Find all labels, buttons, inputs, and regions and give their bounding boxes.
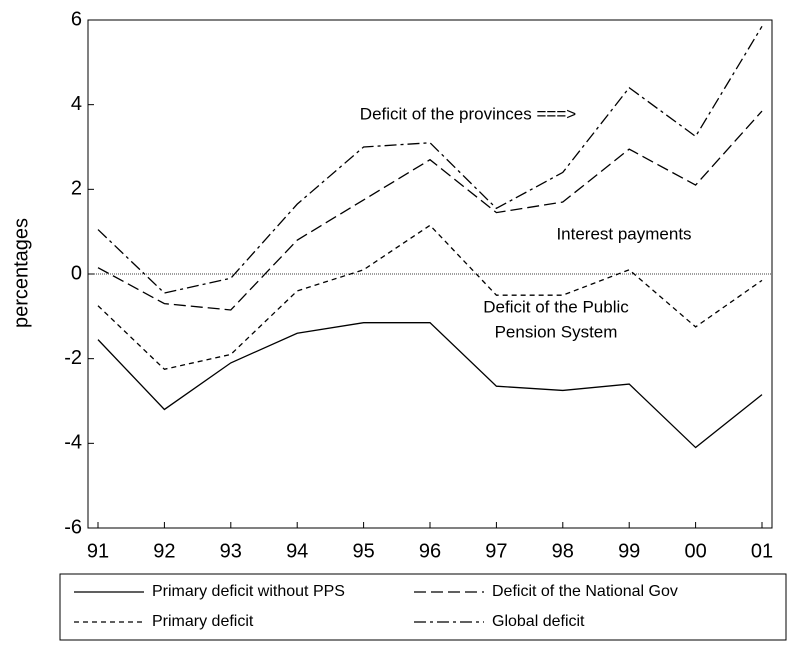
annotation: Pension System xyxy=(495,322,618,341)
x-tick-label: 92 xyxy=(153,540,175,562)
y-tick-label: 6 xyxy=(71,8,82,30)
series-line xyxy=(97,26,763,294)
annotation: Interest payments xyxy=(556,224,691,243)
legend-label: Primary deficit without PPS xyxy=(152,583,345,600)
x-tick-label: 98 xyxy=(552,540,574,562)
x-tick-label: 00 xyxy=(684,540,706,562)
y-axis-label: percentages xyxy=(10,218,32,328)
x-tick-label: 94 xyxy=(286,540,308,562)
x-tick-label: 93 xyxy=(220,540,242,562)
y-tick-label: 0 xyxy=(71,262,82,284)
y-tick-label: 4 xyxy=(71,93,82,115)
x-tick-label: 96 xyxy=(419,540,441,562)
legend-box xyxy=(59,573,787,641)
legend-label: Global deficit xyxy=(492,613,585,630)
annotation: Deficit of the provinces ===> xyxy=(360,104,576,123)
series-line xyxy=(97,322,763,449)
y-tick-label: -6 xyxy=(64,516,82,538)
y-tick-label: -4 xyxy=(64,432,82,454)
legend-label: Deficit of the National Gov xyxy=(492,583,678,600)
x-tick-label: 01 xyxy=(751,540,773,562)
annotation: Deficit of the Public xyxy=(483,297,629,316)
x-tick-label: 91 xyxy=(87,540,109,562)
series-line xyxy=(97,224,763,370)
y-tick-label: 2 xyxy=(71,178,82,200)
x-tick-label: 97 xyxy=(485,540,507,562)
x-tick-label: 99 xyxy=(618,540,640,562)
legend-label: Primary deficit xyxy=(152,613,254,630)
series-line xyxy=(97,110,763,311)
y-tick-label: -2 xyxy=(64,347,82,369)
x-tick-label: 95 xyxy=(352,540,374,562)
